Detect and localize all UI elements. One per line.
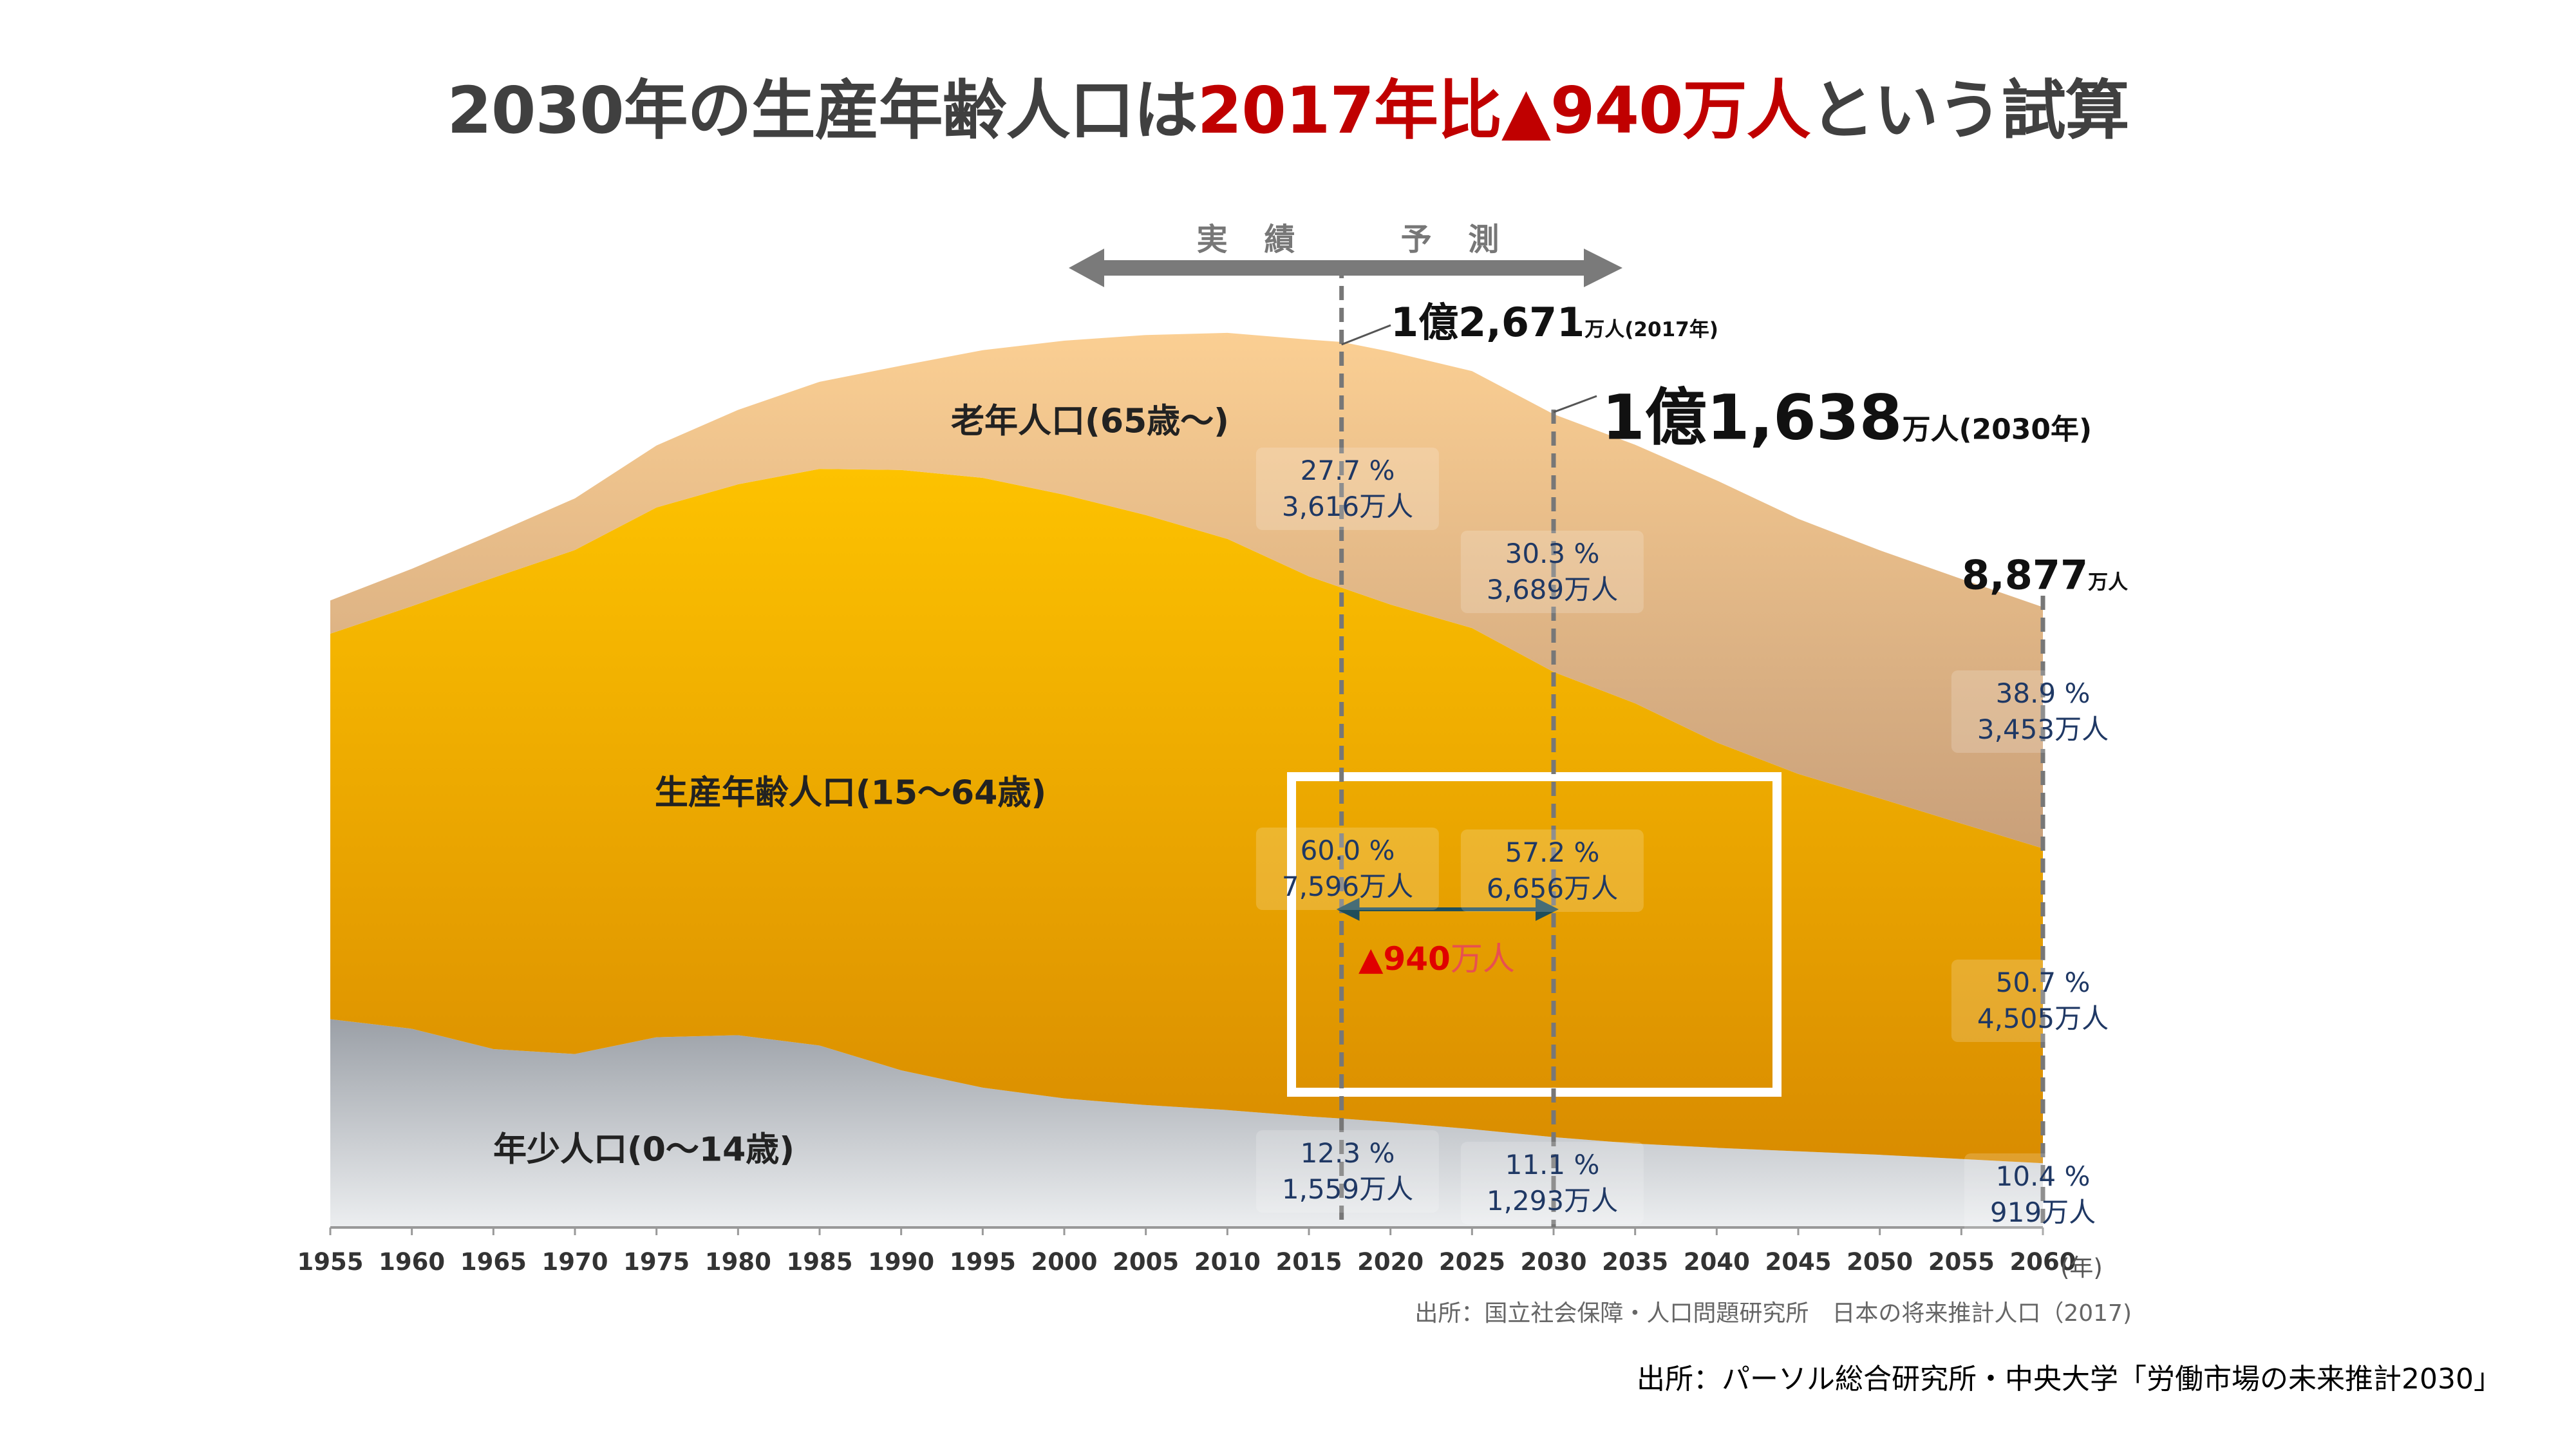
highlight-box (1287, 772, 1782, 1097)
x-tick-label: 2010 (1194, 1248, 1261, 1276)
percent-value: 57.2 % (1505, 837, 1600, 868)
x-axis-unit: (年) (2060, 1254, 2103, 1282)
population-value: 1,559万人 (1281, 1173, 1414, 1205)
x-tick-label: 2045 (1765, 1248, 1832, 1276)
x-tick-label: 2040 (1683, 1248, 1750, 1276)
value-label-box: 12.3 % 1,559万人 (1255, 1130, 1440, 1213)
value-label-box: 27.7 % 3,616万人 (1255, 448, 1440, 530)
x-tick-label: 2000 (1031, 1248, 1098, 1276)
value-label-box: 10.4 % 919万人 (1964, 1153, 2122, 1236)
total-2030: 1億1,638万人(2030年) (1602, 381, 2092, 454)
population-value: 3,689万人 (1486, 574, 1619, 605)
x-tick-label: 2050 (1847, 1248, 1913, 1276)
x-tick-label: 1975 (623, 1248, 690, 1276)
population-value: 3,616万人 (1281, 491, 1414, 522)
delta-label: ▲940万人 (1359, 940, 1515, 978)
percent-value: 30.3 % (1505, 538, 1600, 569)
x-tick-label: 1990 (868, 1248, 935, 1276)
phase-forecast-label: 予 測 (1400, 222, 1512, 258)
population-value: 7,596万人 (1281, 871, 1414, 902)
x-tick-label: 2025 (1438, 1248, 1505, 1276)
population-value: 1,293万人 (1486, 1185, 1619, 1217)
percent-value: 50.7 % (1995, 967, 2091, 998)
leader-2017 (1341, 324, 1391, 346)
x-tick-label: 2005 (1113, 1248, 1180, 1276)
x-tick-label: 2060 (2009, 1248, 2076, 1276)
x-tick-label: 1965 (460, 1248, 527, 1276)
x-tick-label: 2020 (1357, 1248, 1424, 1276)
value-label-box: 38.9 % 3,453万人 (1951, 670, 2135, 753)
population-value: 6,656万人 (1486, 873, 1619, 904)
percent-value: 10.4 % (1995, 1160, 2091, 1192)
x-tick-label: 1960 (379, 1248, 446, 1276)
value-label-box: 11.1 % 1,293万人 (1460, 1142, 1644, 1224)
value-label-box: 60.0 % 7,596万人 (1255, 828, 1440, 910)
population-value: 3,453万人 (1977, 714, 2109, 745)
total-2060: 8,877万人 (1962, 551, 2129, 599)
x-tick-label: 1980 (704, 1248, 771, 1276)
young-area (330, 1019, 2043, 1227)
phase-double-arrow (1069, 249, 1622, 287)
phase-actual-label: 実 績 (1196, 222, 1308, 258)
percent-value: 38.9 % (1995, 677, 2091, 709)
percent-value: 11.1 % (1505, 1149, 1600, 1180)
percent-value: 60.0 % (1300, 835, 1395, 866)
working-area (330, 469, 2043, 1164)
population-value: 919万人 (1989, 1197, 2096, 1228)
page-title: 2030年の生産年齢人口は2017年比▲940万人という試算 (0, 58, 2576, 151)
value-label-box: 30.3 % 3,689万人 (1460, 531, 1644, 613)
population-value: 4,505万人 (1977, 1003, 2109, 1034)
young-label: 年少人口(0〜14歳) (493, 1130, 795, 1170)
x-tick-label: 1970 (541, 1248, 608, 1276)
leader-2030 (1553, 395, 1597, 413)
title-part3: という試算 (1810, 73, 2130, 148)
title-part1: 2030年の生産年齢人口は (447, 73, 1198, 148)
elderly-area (330, 332, 2043, 849)
value-label-box: 50.7 % 4,505万人 (1951, 960, 2135, 1042)
x-tick-label: 2015 (1275, 1248, 1342, 1276)
x-tick-label: 1955 (297, 1248, 364, 1276)
x-tick-label: 1985 (786, 1248, 853, 1276)
x-tick-label: 2030 (1520, 1248, 1587, 1276)
total-2017: 1億2,671万人(2017年) (1391, 299, 1718, 346)
working-age-label: 生産年齢人口(15〜64歳) (654, 773, 1047, 813)
x-tick-label: 2035 (1602, 1248, 1669, 1276)
elderly-label: 老年人口(65歳〜) (951, 402, 1229, 441)
page-source: 出所：パーソル総合研究所・中央大学「労働市場の未来推計2030」 (1637, 1363, 2502, 1396)
percent-value: 12.3 % (1300, 1137, 1395, 1169)
value-label-box: 57.2 % 6,656万人 (1460, 829, 1644, 912)
percent-value: 27.7 % (1300, 455, 1395, 486)
x-tick-label: 2055 (1928, 1248, 1995, 1276)
title-highlight: 2017年比▲940万人 (1197, 73, 1811, 148)
x-tick-label: 1995 (949, 1248, 1016, 1276)
chart-source: 出所：国立社会保障・人口問題研究所 日本の将来推計人口（2017) (1415, 1300, 2132, 1327)
